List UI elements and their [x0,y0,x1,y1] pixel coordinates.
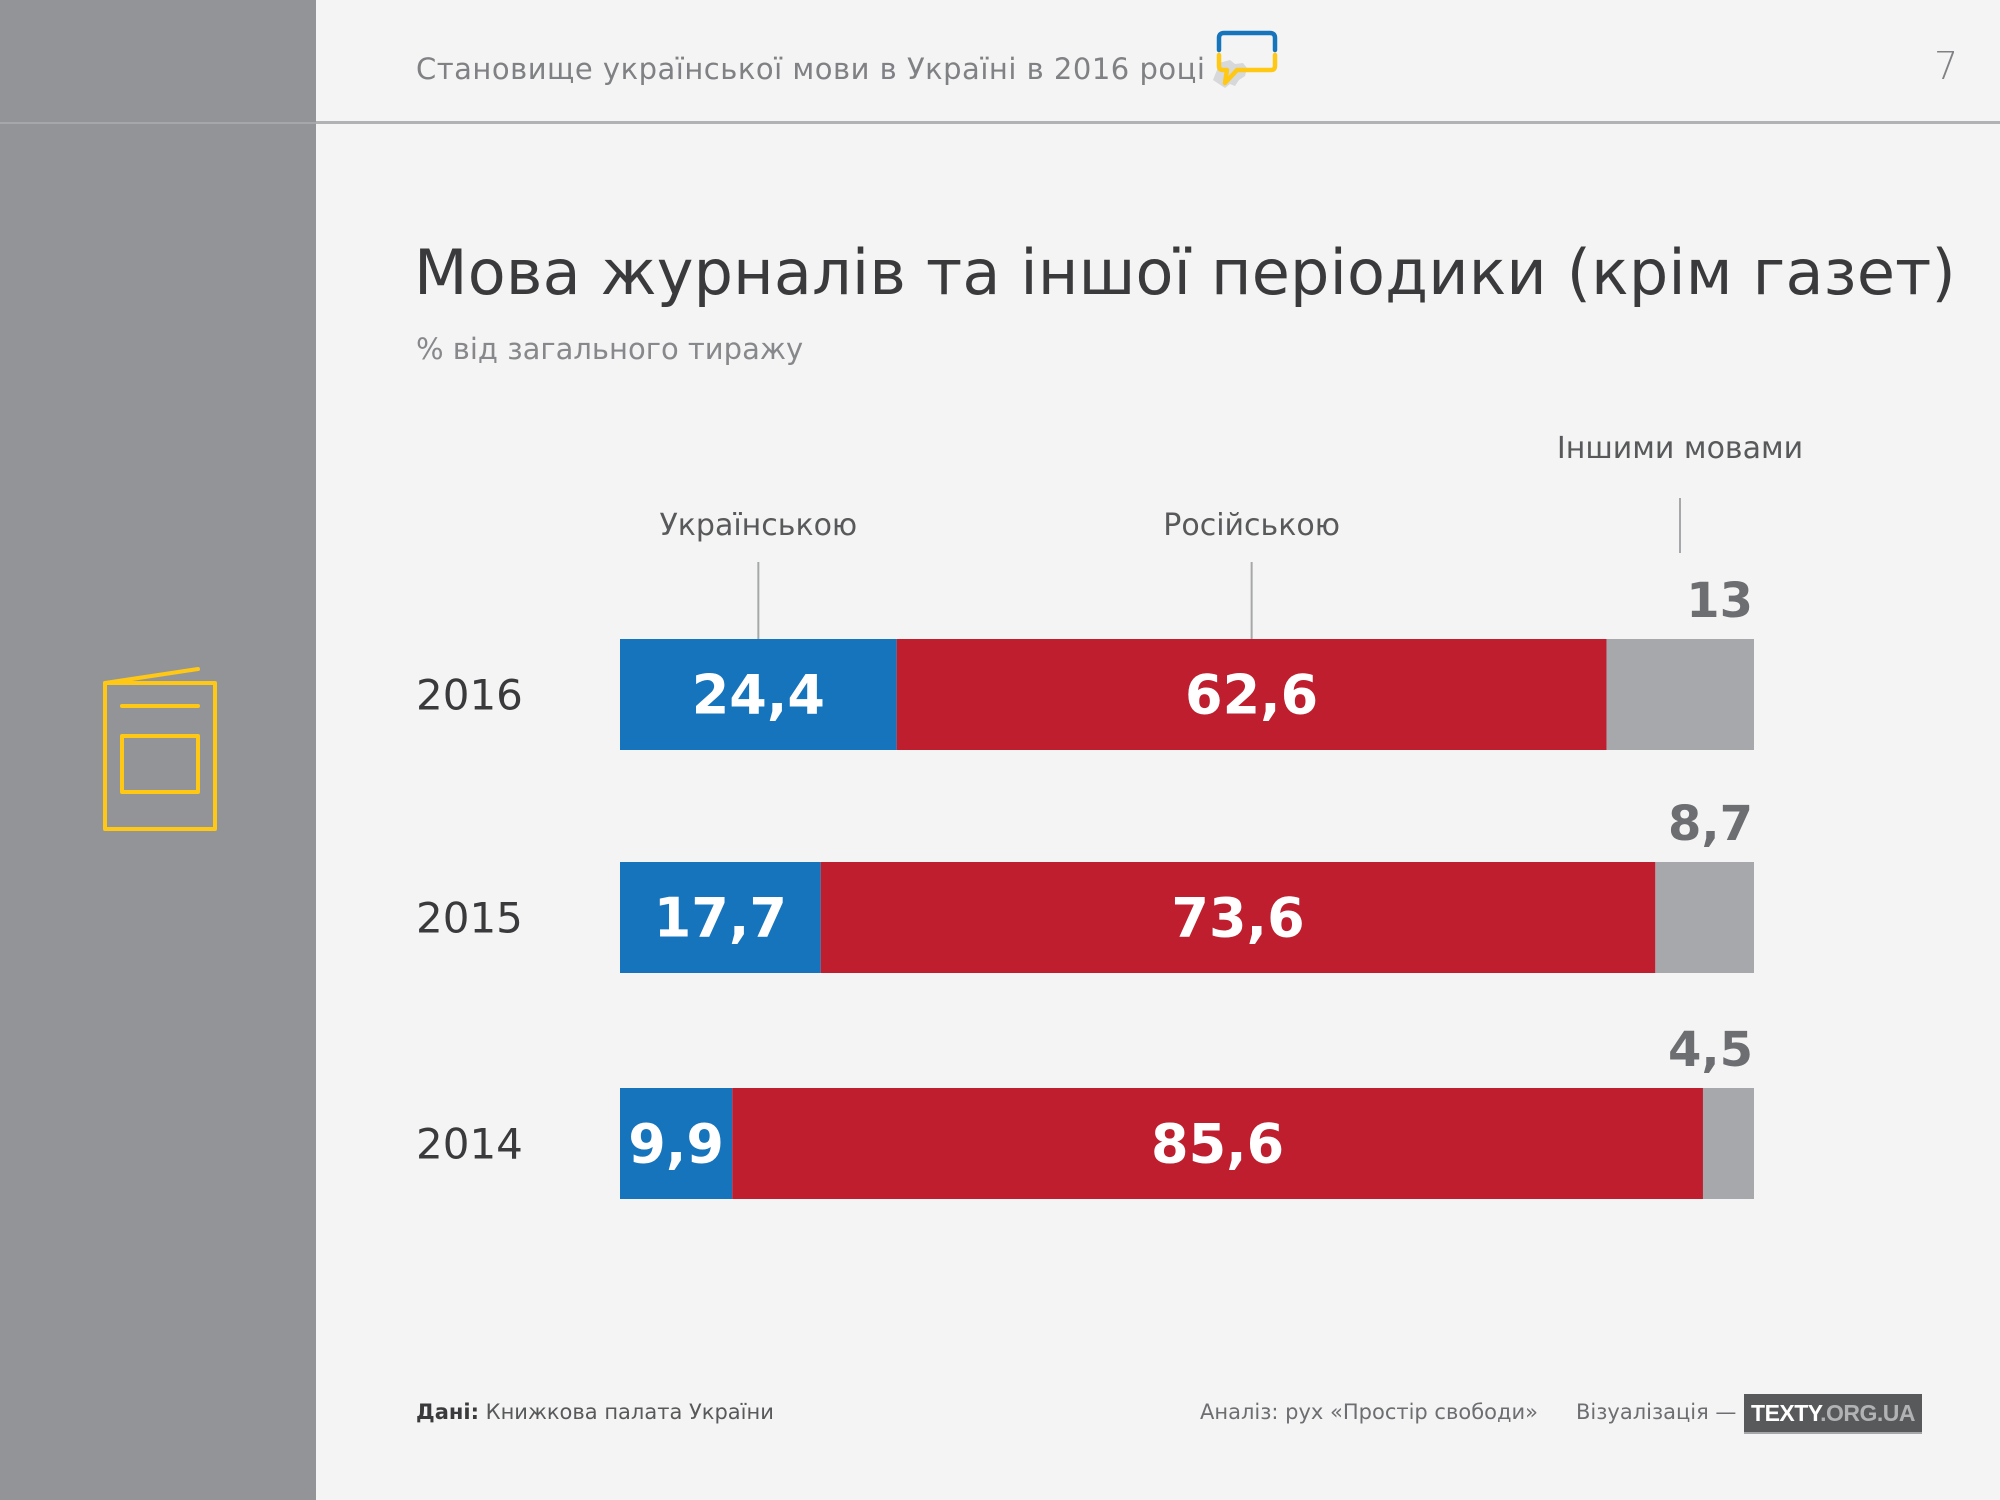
data-label-2015-2: 8,7 [1668,796,1753,852]
data-label-2015-1: 73,6 [1171,887,1304,950]
bar-segment-2016-0 [620,639,897,750]
page-number: 7 [1934,44,1959,88]
data-label-2016-2: 13 [1686,573,1753,629]
brand-domain: .ORG.UA [1820,1400,1915,1426]
bar-segment-2015-1 [820,862,1656,973]
footer-source: Дані: Книжкова палата України [416,1400,774,1424]
footer-visualization: Візуалізація — [1576,1400,1737,1424]
footer-analysis: Аналіз: рух «Простір свободи» [1200,1400,1539,1424]
data-label-2016-0: 24,4 [692,664,825,727]
chart-title: Мова журналів та іншої періодики (крім г… [414,236,1956,309]
data-label-2014-0: 9,9 [628,1113,724,1176]
bar-segment-2016-1 [896,639,1607,750]
sidebar-header-block [0,0,316,124]
brand-badge[interactable]: TEXTY.ORG.UA [1744,1394,1922,1434]
category-label-2015: 2015 [416,894,523,943]
chart-subtitle: % від загального тиражу [416,332,804,366]
footer-source-label: Дані: [416,1400,479,1424]
data-label-2014-2: 4,5 [1668,1022,1753,1078]
speech-bubble-ukraine-map-icon [1213,30,1278,88]
data-label-2015-0: 17,7 [654,887,787,950]
bar-segment-2014-0 [620,1088,733,1199]
header-divider [316,121,2000,124]
bar-segment-2014-2 [1702,1088,1754,1199]
bar-segment-2014-1 [732,1088,1703,1199]
bar-segment-2015-0 [620,862,821,973]
category-label-2014: 2014 [416,1120,523,1169]
data-label-2014-1: 85,6 [1151,1113,1284,1176]
header-title: Становище української мови в Україні в 2… [416,52,1206,86]
legend-label-1: Російською [1163,508,1340,543]
brand-main: TEXTY [1751,1400,1821,1426]
sidebar [0,0,316,1500]
data-label-2016-1: 62,6 [1185,664,1318,727]
legend-label-2: Іншими мовами [1557,431,1803,466]
footer-source-value: Книжкова палата України [478,1400,774,1424]
magazine-icon [103,667,217,831]
legend-label-0: Українською [660,508,858,543]
bar-segment-2015-2 [1655,862,1754,973]
bar-segment-2016-2 [1606,639,1754,750]
category-label-2016: 2016 [416,671,523,720]
